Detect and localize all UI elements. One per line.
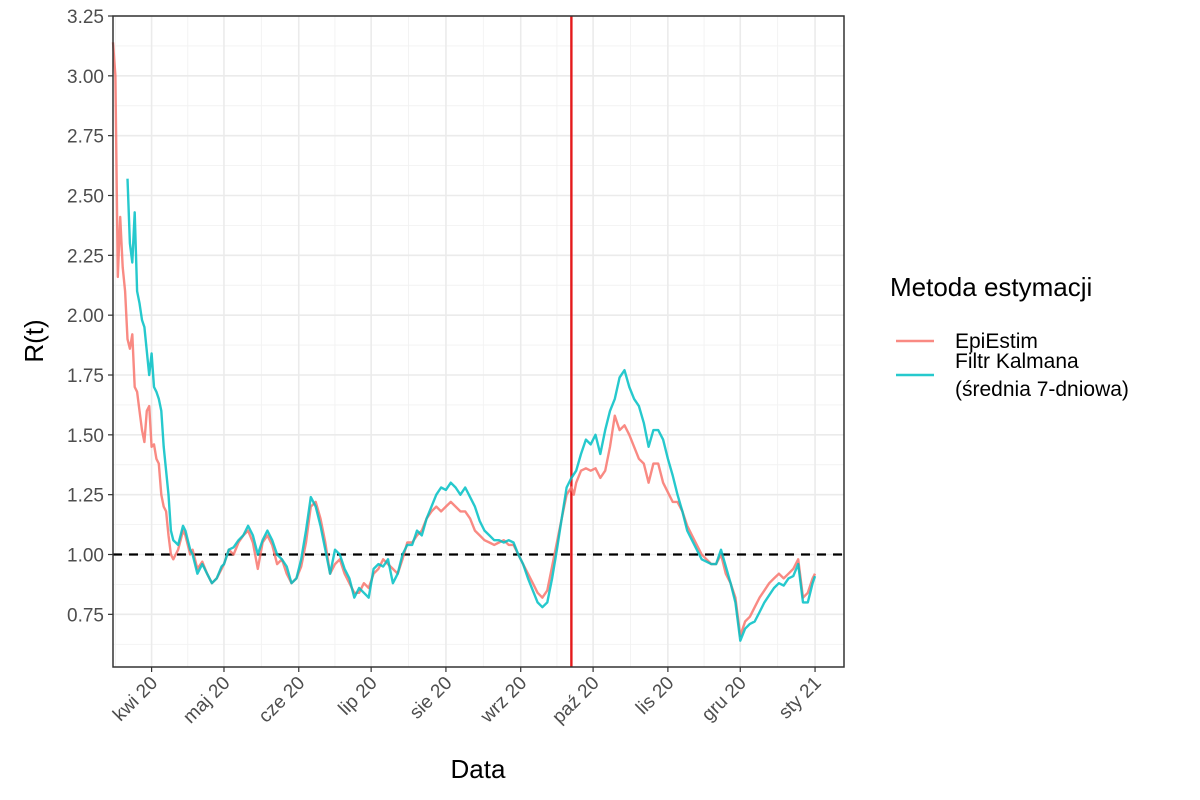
minor-gridlines [113,16,844,667]
y-tick-label: 1.25 [67,486,104,507]
legend-title: Metoda estymacji [890,272,1092,302]
legend-label-epiestim: EpiEstim [955,330,1038,353]
x-axis-title: Data [451,754,506,784]
y-tick-label: 1.00 [67,546,104,567]
series-line-filtr-kalmana [126,178,817,642]
data-series [111,42,817,642]
y-tick-label: 2.00 [67,306,104,327]
y-tick-label: 2.25 [67,246,104,267]
y-tick-label: 1.50 [67,426,104,447]
y-tick-label: 0.75 [67,605,104,626]
y-tick-label: 3.00 [67,67,104,88]
plot-border [112,15,845,668]
y-axis-title: R(t) [19,319,49,362]
y-tick-label: 1.75 [67,366,104,387]
y-axis: 0.75 1.00 1.25 1.50 1.75 2.00 2.25 2.50 2.75 3.00… [67,7,113,626]
y-tick-label: 2.50 [67,187,104,208]
legend-label-filtr-kalmana: Filtr Kalmana (średnia 7-dniowa) [955,350,1129,401]
y-tick-label: 3.25 [67,7,104,28]
y-tick-label: 2.75 [67,127,104,148]
